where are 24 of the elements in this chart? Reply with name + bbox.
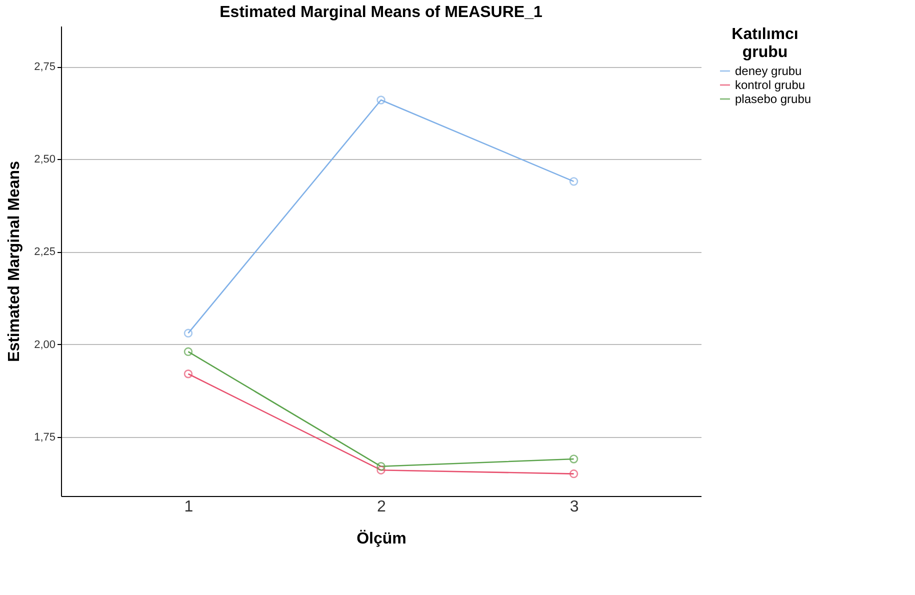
legend-title: Katılımcı grubu <box>732 26 798 61</box>
legend-label: kontrol grubu <box>735 78 806 92</box>
point <box>184 328 193 338</box>
y-tick-label: 2,75 <box>34 61 56 74</box>
point <box>184 370 193 378</box>
x-axis-title: Ölçüm <box>356 530 406 548</box>
x-tick-label: 3 <box>570 498 579 516</box>
x-tick-label: 1 <box>184 498 194 516</box>
point <box>569 454 578 464</box>
y-tick-label: 2,25 <box>34 246 56 258</box>
point <box>376 466 386 474</box>
y-tick-label: 2,00 <box>34 338 56 351</box>
y-tick-label: 1,75 <box>34 431 56 444</box>
point <box>184 347 193 356</box>
legend-label: plasebo grubu <box>735 92 812 106</box>
point <box>376 96 386 104</box>
y-axis-title: Estimated Marginal Means <box>6 160 24 362</box>
legend-label: deney grubu <box>735 64 802 78</box>
y-tick-label: 2,50 <box>34 154 56 166</box>
chart-title: Estimated Marginal Means of MEASURE_1 <box>220 4 542 21</box>
point <box>569 177 578 186</box>
x-tick-label: 2 <box>377 498 386 516</box>
point <box>569 469 578 478</box>
point <box>376 462 386 471</box>
